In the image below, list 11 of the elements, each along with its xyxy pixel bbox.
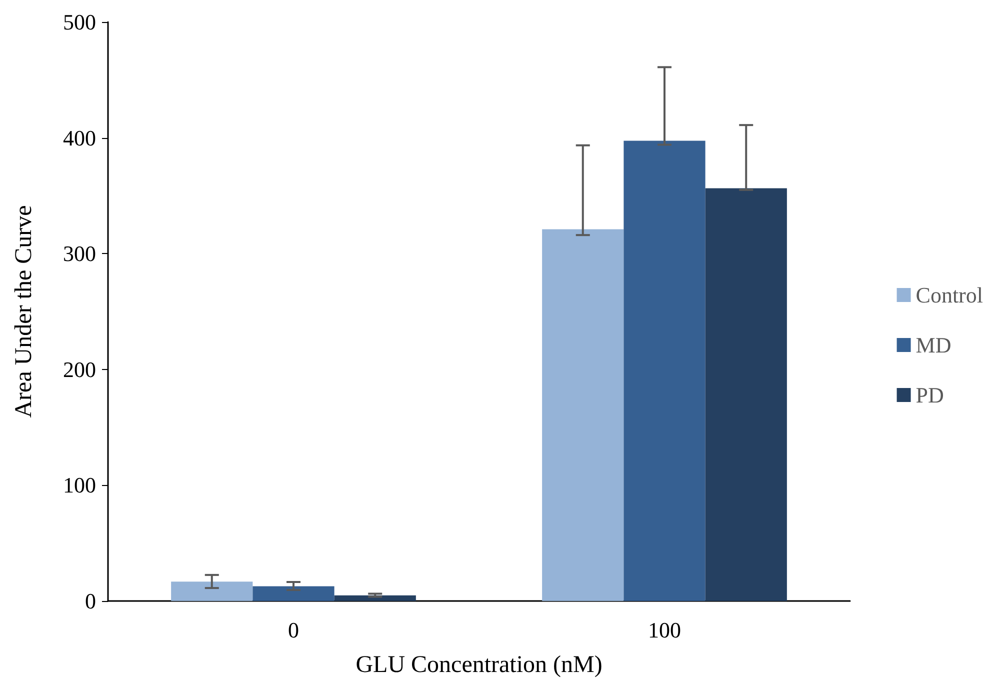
y-tick-label: 0	[85, 588, 96, 614]
legend-label: MD	[916, 332, 952, 358]
y-tick-label: 500	[63, 10, 96, 34]
legend-label: PD	[916, 382, 944, 408]
legend-label: Control	[916, 282, 984, 308]
y-tick-label: 200	[63, 356, 96, 382]
x-axis-title: GLU Concentration (nM)	[356, 652, 602, 678]
y-tick-label: 100	[63, 472, 96, 498]
y-tick-label: 300	[63, 241, 96, 266]
y-axis-title: Area Under the Curve	[11, 205, 37, 418]
y-tick-label: 400	[63, 125, 96, 150]
